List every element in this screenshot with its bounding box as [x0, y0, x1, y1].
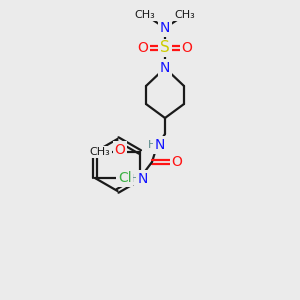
Text: N: N	[138, 172, 148, 186]
Text: S: S	[160, 40, 170, 56]
Text: H: H	[131, 174, 139, 184]
Text: CH₃: CH₃	[90, 147, 110, 157]
Text: H: H	[148, 140, 156, 150]
Text: O: O	[115, 143, 125, 157]
Text: N: N	[155, 138, 165, 152]
Text: O: O	[138, 41, 148, 55]
Text: O: O	[172, 155, 182, 169]
Text: CH₃: CH₃	[135, 10, 155, 20]
Text: N: N	[160, 21, 170, 35]
Text: Cl: Cl	[118, 171, 132, 185]
Text: CH₃: CH₃	[175, 10, 195, 20]
Text: O: O	[182, 41, 192, 55]
Text: N: N	[160, 61, 170, 75]
